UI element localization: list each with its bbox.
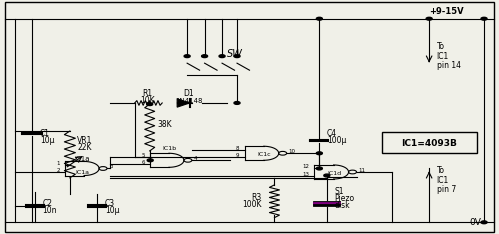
Text: 10μ: 10μ [40, 136, 54, 145]
Text: IC1a: IC1a [74, 156, 90, 162]
Circle shape [202, 55, 208, 58]
Text: IC1b: IC1b [163, 146, 177, 151]
Text: 100μ: 100μ [327, 136, 346, 145]
Text: 3: 3 [110, 165, 113, 169]
Text: 38K: 38K [157, 120, 172, 128]
Text: pin 7: pin 7 [437, 185, 456, 194]
Text: 5: 5 [141, 153, 145, 158]
Text: IC1: IC1 [437, 176, 449, 185]
Circle shape [426, 17, 432, 20]
Text: To: To [437, 42, 445, 51]
Text: pin 14: pin 14 [437, 61, 461, 70]
Circle shape [219, 55, 225, 58]
Text: C4: C4 [327, 129, 337, 138]
Text: IC1d: IC1d [327, 171, 341, 176]
Text: 8: 8 [236, 146, 240, 151]
Text: 4: 4 [194, 156, 197, 161]
Text: IC1=4093B: IC1=4093B [401, 139, 457, 148]
Text: 6: 6 [141, 160, 145, 165]
Circle shape [234, 102, 240, 104]
Text: 9: 9 [236, 153, 240, 158]
Text: 10: 10 [288, 149, 295, 154]
Text: 1: 1 [56, 161, 60, 166]
Text: R1: R1 [142, 89, 152, 98]
Text: C3: C3 [105, 199, 115, 208]
Text: 0V: 0V [469, 218, 481, 227]
Text: 10μ: 10μ [105, 206, 119, 215]
Text: S1: S1 [334, 187, 344, 196]
Text: C2: C2 [42, 199, 52, 208]
Text: SW: SW [227, 49, 243, 59]
Circle shape [147, 103, 153, 106]
Text: 1N4148: 1N4148 [175, 98, 203, 104]
Circle shape [324, 174, 330, 177]
Text: 13: 13 [302, 172, 309, 176]
Text: 2: 2 [56, 168, 60, 173]
Text: To: To [437, 166, 445, 175]
Polygon shape [177, 99, 190, 107]
Text: IC1a: IC1a [75, 170, 89, 175]
Text: Piezo: Piezo [334, 194, 354, 203]
Circle shape [316, 152, 322, 155]
Circle shape [316, 17, 322, 20]
Text: +9-15V: +9-15V [430, 7, 464, 16]
Text: IC1: IC1 [437, 52, 449, 61]
Text: disk: disk [334, 201, 350, 210]
Circle shape [481, 17, 487, 20]
Circle shape [147, 159, 153, 162]
Text: 10K: 10K [140, 96, 155, 105]
Text: 100K: 100K [243, 200, 262, 209]
Text: 12: 12 [302, 165, 309, 169]
Text: C1: C1 [40, 129, 50, 138]
Text: IC1c: IC1c [257, 152, 271, 157]
Text: VR1: VR1 [77, 136, 93, 145]
Circle shape [184, 55, 190, 58]
Text: 11: 11 [358, 168, 365, 173]
Circle shape [481, 221, 487, 224]
Circle shape [234, 55, 240, 58]
Circle shape [316, 167, 322, 170]
Text: R3: R3 [251, 193, 262, 202]
Text: D1: D1 [183, 89, 194, 98]
Text: 10n: 10n [42, 206, 57, 215]
Text: 22K: 22K [77, 143, 92, 152]
